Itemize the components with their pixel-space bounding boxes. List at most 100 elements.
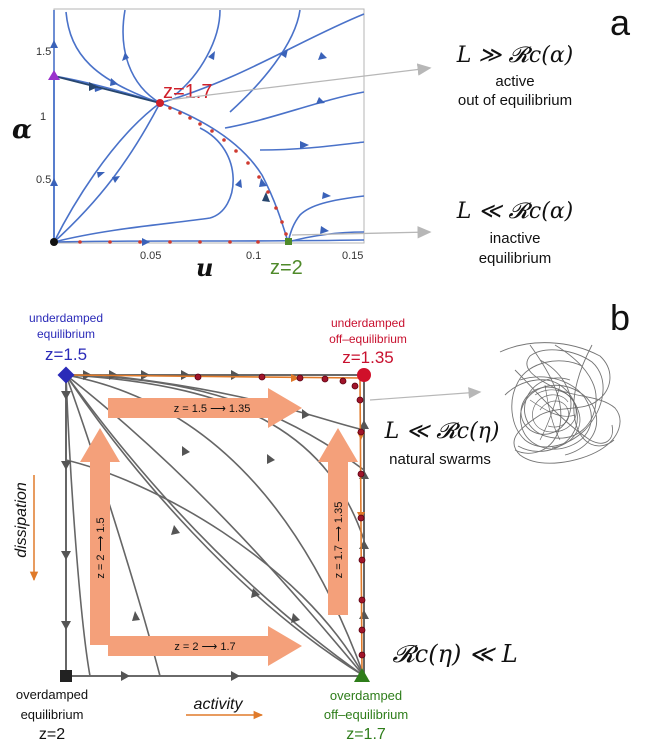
- flow-curve: [65, 374, 365, 677]
- orange-arrow-top-label: z = 1.5 ⟶ 1.35: [174, 403, 251, 415]
- critical-dot: [246, 161, 250, 165]
- bottom-left-line1: overdamped: [16, 687, 88, 702]
- fixed-point-red: [156, 99, 164, 107]
- critical-dot: [168, 106, 172, 110]
- corner-marker-blue-diamond: [57, 366, 75, 384]
- critical-point-dot: [258, 373, 266, 381]
- flow-line: [53, 102, 161, 243]
- critical-point-dot: [358, 651, 366, 659]
- critical-point-dot: [357, 470, 365, 478]
- critical-dot: [210, 129, 214, 133]
- swarm-pointer-line: [369, 387, 482, 401]
- critical-point-dot: [358, 596, 366, 604]
- x-axis-symbol: u: [196, 253, 213, 282]
- critical-dot: [78, 240, 82, 244]
- edge-arrowhead: [231, 671, 240, 681]
- flow-arrowhead: [320, 226, 329, 234]
- flow-arrowhead: [50, 40, 58, 48]
- panel-b-frame: [65, 374, 365, 677]
- swarm-core-path: [539, 400, 570, 428]
- panel-b-red-dots: [194, 373, 366, 659]
- fixed-point-origin: [50, 238, 58, 246]
- bottom-left-z: z=2: [39, 726, 65, 743]
- panel-b: b underdamped equilibrium z=1.5 underdam…: [13, 297, 630, 743]
- critical-dot: [178, 111, 182, 115]
- swarm-path: [499, 342, 621, 464]
- swarm-path: [520, 359, 581, 449]
- fixed-point-purple: [48, 70, 60, 80]
- swarm-core-path: [539, 384, 561, 441]
- critical-point-dot: [357, 514, 365, 522]
- flow-arrowhead: [208, 51, 215, 60]
- critical-dot: [274, 206, 278, 210]
- orange-arrow-left: [80, 428, 120, 645]
- flow-arrowhead: [97, 172, 105, 178]
- top-right-z: z=1.35: [342, 348, 394, 367]
- edge-arrowhead: [121, 671, 130, 681]
- critical-dot: [198, 122, 202, 126]
- swarm-path: [519, 376, 598, 456]
- critical-dot: [234, 149, 238, 153]
- edge-arrowhead: [61, 391, 71, 400]
- swarm-path: [504, 379, 578, 452]
- purple-to-red-line: [53, 75, 161, 104]
- edge-arrowhead: [302, 409, 310, 419]
- critical-point-dot: [356, 396, 364, 404]
- flow-arrowhead: [112, 176, 120, 183]
- panel-a-flow-lines: [53, 9, 365, 243]
- bottom-right-z: z=1.7: [346, 726, 386, 743]
- flow-arrowhead: [259, 178, 267, 187]
- relation-bottom-b: 𝓡c(η) ≪ L: [392, 640, 517, 668]
- panel-a-y-ticks: 0.5 1 1.5: [36, 46, 51, 186]
- critical-dot: [198, 240, 202, 244]
- edge-arrowhead: [291, 613, 300, 623]
- critical-point-dot: [194, 373, 202, 381]
- bottom-right-line1: overdamped: [330, 688, 402, 703]
- flow-line: [224, 91, 365, 129]
- critical-dot: [266, 190, 270, 194]
- flow-curve: [65, 374, 365, 677]
- flow-arrowhead: [235, 179, 242, 188]
- critical-dot: [284, 232, 288, 236]
- relation-top-a: L ≫ 𝓡c(α): [456, 43, 574, 68]
- critical-point-dot: [339, 377, 347, 385]
- flow-line: [159, 13, 365, 104]
- corner-marker-green-triangle: [354, 668, 370, 682]
- critical-dot: [280, 220, 284, 224]
- top-left-line1: underdamped: [29, 311, 103, 325]
- edge-arrowhead: [267, 454, 275, 464]
- critical-dot: [138, 240, 142, 244]
- swarm-core: [529, 384, 577, 441]
- panel-b-orange-arrows: [80, 388, 358, 666]
- edge-arrowhead: [359, 610, 369, 619]
- critical-dot: [222, 138, 226, 142]
- dissipation-label: dissipation: [13, 482, 30, 558]
- edge-arrowhead: [61, 621, 71, 630]
- critical-point-dot: [351, 382, 359, 390]
- x-tick-label: 0.15: [342, 250, 363, 262]
- panel-a-flow-arrowheads: [50, 40, 331, 246]
- flow-curve: [65, 374, 365, 471]
- flow-arrowhead: [322, 192, 331, 199]
- flow-arrowhead: [300, 141, 309, 149]
- flow-line: [53, 239, 365, 243]
- top-left-line2: equilibrium: [37, 327, 95, 341]
- flow-curve: [65, 374, 161, 677]
- edge-arrowhead: [132, 611, 140, 621]
- y-tick-label: 1.5: [36, 46, 51, 58]
- panel-b-flows: [65, 374, 365, 677]
- orange-arrow-left-label: z = 2 ⟶ 1.5: [95, 517, 107, 578]
- y-tick-label: 1: [40, 111, 46, 123]
- swarm-trajectory: [499, 342, 621, 464]
- relation-bottom-a: L ≪ 𝓡c(α): [456, 199, 574, 224]
- orange-arrow-bottom: [108, 626, 302, 666]
- bottom-right-line2: off–equilibrium: [324, 707, 408, 722]
- flow-line: [229, 9, 301, 113]
- pointer-line-top: [167, 63, 432, 101]
- critical-point-dot: [358, 626, 366, 634]
- panel-a-critical-dots: [78, 106, 288, 244]
- flow-curve: [65, 374, 91, 677]
- swarm-core-path: [529, 399, 576, 417]
